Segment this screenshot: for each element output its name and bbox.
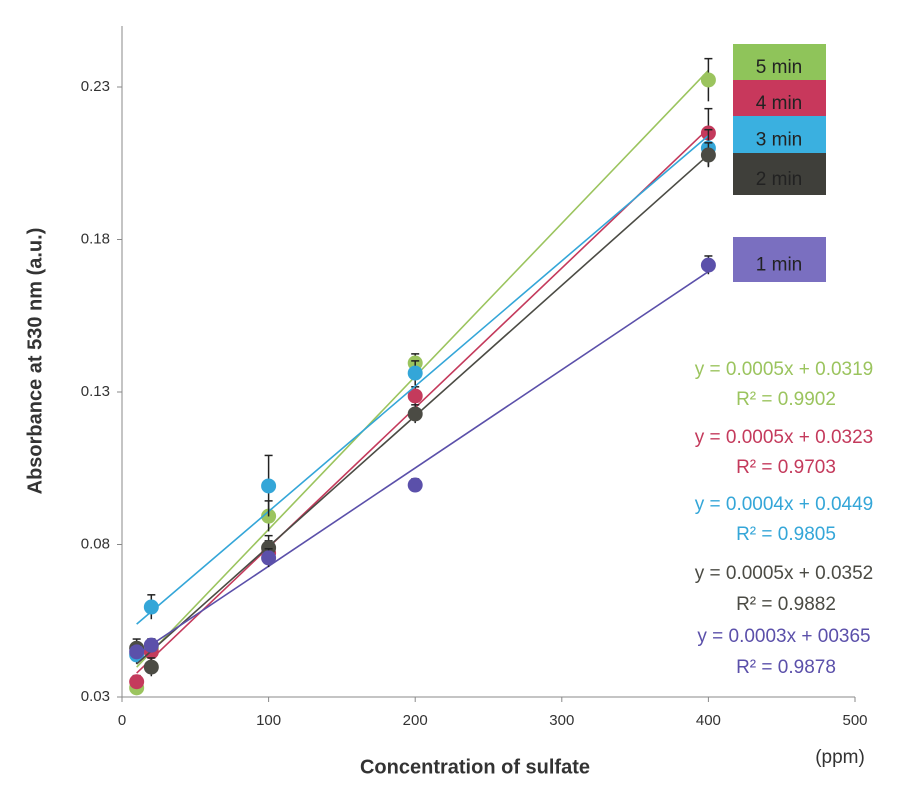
point (129, 674, 145, 690)
point (407, 477, 423, 493)
y-tick-label: 0.03 (81, 688, 110, 705)
x-tick-label: 0 (118, 712, 126, 729)
y-tick-label: 0.08 (81, 535, 110, 552)
legend-swatch (733, 237, 826, 282)
point (700, 257, 716, 273)
point (143, 659, 159, 675)
equation: y = 0.0005x + 0.0352 (695, 563, 874, 584)
point (143, 637, 159, 653)
x-tick-label: 200 (403, 712, 428, 729)
equation: y = 0.0003x + 00365 (697, 626, 870, 647)
r-squared: R² = 0.9805 (736, 524, 836, 545)
x-tick-label: 400 (696, 712, 721, 729)
trendline (136, 154, 709, 665)
r-squared: R² = 0.9882 (736, 594, 836, 615)
y-axis-label: Absorbance at 530 nm (a.u.) (24, 228, 46, 495)
trendline (136, 127, 709, 674)
trendline (136, 69, 709, 668)
point (700, 72, 716, 88)
equation: y = 0.0005x + 0.0323 (695, 427, 874, 448)
x-tick-label: 500 (842, 712, 867, 729)
point (407, 388, 423, 404)
point (407, 406, 423, 422)
x-tick-label: 100 (256, 712, 281, 729)
equation: y = 0.0004x + 0.0449 (695, 494, 874, 515)
trendline (136, 135, 709, 625)
legend-label: 1 min (756, 255, 802, 276)
trendline (136, 270, 709, 656)
legend-label: 3 min (756, 130, 802, 151)
point (700, 147, 716, 163)
point (143, 599, 159, 615)
y-tick-label: 0.13 (81, 383, 110, 400)
point (261, 478, 277, 494)
x-axis-label: Concentration of sulfate (360, 756, 590, 778)
legend-swatch (733, 44, 826, 80)
legend-swatch (733, 80, 826, 116)
point (407, 365, 423, 381)
equation: y = 0.0005x + 0.0319 (695, 359, 874, 380)
r-squared: R² = 0.9902 (736, 389, 836, 410)
point (261, 550, 277, 566)
legend-swatch (733, 153, 826, 195)
legend-label: 2 min (756, 169, 802, 190)
x-tick-label: 300 (549, 712, 574, 729)
r-squared: R² = 0.9703 (736, 457, 836, 478)
legend-swatch (733, 116, 826, 153)
point (129, 644, 145, 660)
legend-label: 4 min (756, 93, 802, 114)
y-tick-label: 0.18 (81, 230, 110, 247)
r-squared: R² = 0.9878 (736, 657, 836, 678)
y-tick-label: 0.23 (81, 78, 110, 95)
x-axis-unit: (ppm) (815, 747, 865, 768)
legend-label: 5 min (756, 57, 802, 78)
